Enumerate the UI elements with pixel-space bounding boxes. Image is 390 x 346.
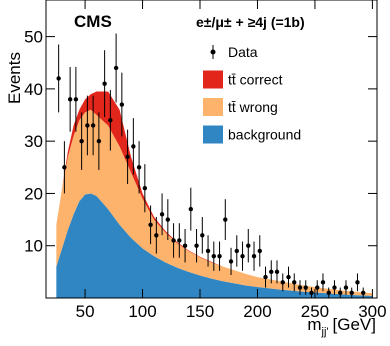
- data-point: [280, 280, 285, 285]
- data-point: [263, 274, 268, 280]
- data-point: [205, 248, 211, 254]
- stack-area: [56, 109, 373, 296]
- data-point: [211, 253, 216, 259]
- data-point: [108, 118, 113, 123]
- x-tick-label: 250: [301, 302, 329, 321]
- data-point: [67, 97, 73, 102]
- legend-swatch: [203, 125, 223, 144]
- x-tick-label: 300: [358, 302, 386, 321]
- data-point: [136, 165, 142, 170]
- data-point: [303, 285, 308, 290]
- legend-label: Data: [228, 44, 258, 60]
- x-axis-label: mjj' [GeV]: [307, 315, 376, 338]
- y-tick-label: 50: [24, 28, 43, 47]
- data-point: [338, 290, 343, 295]
- legend-marker: [210, 49, 216, 55]
- data-point: [102, 81, 107, 86]
- legend-swatch: [203, 98, 223, 116]
- data-point: [332, 285, 337, 290]
- data-point: [142, 186, 148, 191]
- data-point: [200, 233, 205, 238]
- stack-area: [56, 193, 373, 298]
- selection-label: e±/μ± + ≥4j (=1b): [196, 14, 305, 30]
- x-label-sub: jj': [321, 326, 329, 338]
- x-tick-label: 150: [186, 302, 214, 321]
- data-point: [320, 280, 326, 285]
- data-point: [274, 269, 280, 275]
- brand: CMS: [74, 12, 112, 31]
- data-point: [79, 138, 84, 144]
- data-point: [286, 274, 291, 280]
- x-tick-label: 200: [243, 302, 271, 321]
- data-point: [171, 238, 176, 243]
- data-point: [177, 238, 182, 243]
- data-point: [113, 65, 119, 71]
- data-point: [148, 222, 153, 228]
- data-point: [188, 206, 194, 212]
- y-tick-label: 10: [24, 237, 43, 256]
- legend-label: background: [228, 127, 301, 143]
- data-point: [62, 165, 67, 170]
- data-point: [246, 243, 251, 248]
- data-point: [182, 243, 188, 248]
- data-point: [349, 290, 354, 295]
- data-point: [125, 154, 130, 160]
- data-point: [292, 280, 297, 285]
- data-point: [343, 285, 349, 290]
- data-point: [154, 233, 159, 238]
- data-point: [326, 290, 331, 295]
- data-point: [90, 123, 96, 128]
- data-point: [228, 259, 234, 264]
- legend-label: tt̄ wrong: [228, 99, 278, 115]
- data-point: [361, 290, 366, 295]
- data-point: [355, 280, 360, 285]
- x-label-unit: [GeV]: [333, 315, 376, 334]
- plot-area: [56, 33, 373, 298]
- x-label-main: m: [307, 315, 321, 334]
- data-point: [234, 248, 239, 254]
- y-tick-label: 20: [24, 184, 43, 203]
- data-point: [85, 123, 90, 128]
- data-point: [297, 285, 303, 290]
- data-point: [217, 253, 222, 259]
- plot-frame: [45, 0, 378, 299]
- data-point: [194, 243, 199, 248]
- data-point: [159, 212, 165, 217]
- data-point: [96, 138, 102, 144]
- data-point: [315, 285, 320, 290]
- data-point: [223, 217, 228, 222]
- data-point: [257, 248, 262, 254]
- x-tick-label: 100: [128, 302, 156, 321]
- data-point: [119, 102, 125, 107]
- data-point: [309, 290, 314, 295]
- data-point: [240, 253, 245, 259]
- data-point: [165, 217, 171, 222]
- data-point: [269, 269, 274, 275]
- data-point: [56, 76, 61, 81]
- legend-label: tt̄ correct: [228, 72, 283, 88]
- data-point: [73, 97, 79, 102]
- y-axis-label: Events: [5, 52, 24, 104]
- y-tick-label: 30: [24, 132, 43, 151]
- x-tick-label: 50: [76, 302, 95, 321]
- data-point: [131, 144, 136, 149]
- data-point: [251, 253, 257, 259]
- legend-swatch: [203, 70, 223, 89]
- y-tick-label: 40: [24, 80, 43, 99]
